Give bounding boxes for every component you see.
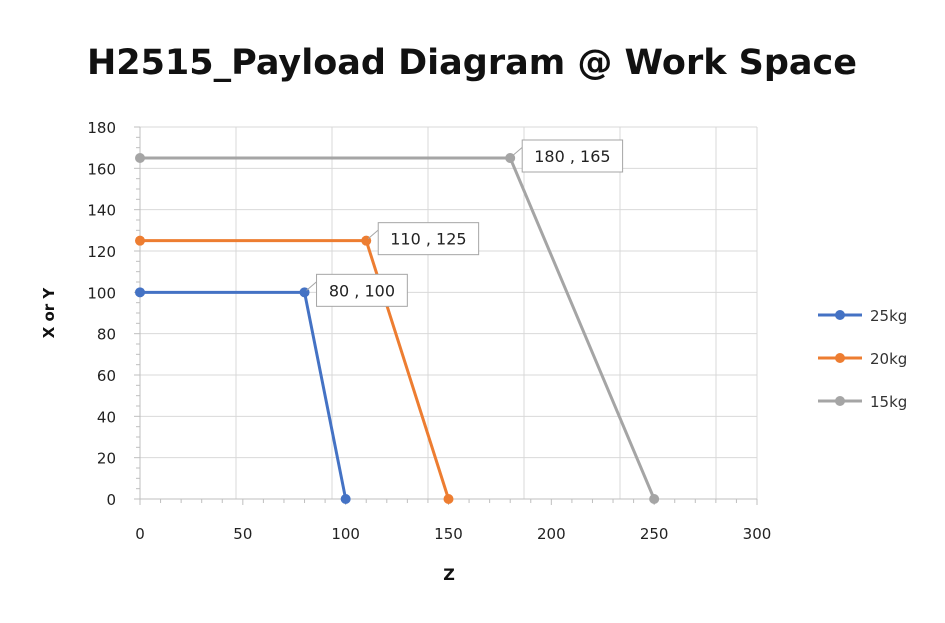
data-point — [443, 494, 454, 504]
x-tick-label: 50 — [233, 525, 252, 543]
x-tick-label: 100 — [331, 525, 360, 543]
data-label: 80 , 100 — [329, 281, 395, 300]
data-label: 110 , 125 — [390, 230, 466, 249]
legend-label: 25kg — [870, 307, 907, 325]
legend-label: 15kg — [870, 393, 907, 411]
legend-marker — [835, 396, 845, 406]
y-tick-label: 160 — [87, 160, 116, 178]
x-axis-label: Z — [443, 565, 455, 584]
legend-marker — [835, 310, 845, 320]
y-axis-label: X or Y — [40, 287, 58, 339]
x-tick-label: 150 — [434, 525, 463, 543]
data-label-box — [316, 273, 408, 307]
series-line-25kg — [140, 290, 348, 500]
series-line-15kg — [140, 156, 656, 500]
data-point — [135, 153, 145, 163]
y-tick-label: 80 — [97, 326, 116, 344]
y-tick-label: 40 — [97, 408, 116, 426]
y-tick-label: 140 — [87, 202, 116, 220]
data-label-box — [521, 139, 624, 173]
y-tick-label: 100 — [87, 284, 116, 302]
legend-marker — [835, 353, 845, 363]
y-tick-label: 0 — [106, 491, 116, 509]
data-label-box — [377, 222, 480, 256]
data-point — [135, 287, 145, 298]
data-point — [340, 494, 351, 504]
chart-title: H2515_Payload Diagram @ Work Space — [87, 43, 857, 83]
y-tick-label: 120 — [87, 243, 116, 261]
y-tick-label: 180 — [87, 119, 116, 137]
data-label: 180 , 165 — [534, 147, 610, 166]
x-tick-label: 200 — [537, 525, 566, 543]
data-point — [649, 494, 660, 504]
x-tick-label: 0 — [135, 525, 145, 543]
y-tick-label: 60 — [97, 367, 116, 385]
y-tick-label: 20 — [97, 450, 116, 468]
x-tick-label: 300 — [743, 525, 772, 543]
x-tick-label: 250 — [640, 525, 669, 543]
legend-label: 20kg — [870, 350, 907, 368]
data-point — [135, 235, 145, 246]
